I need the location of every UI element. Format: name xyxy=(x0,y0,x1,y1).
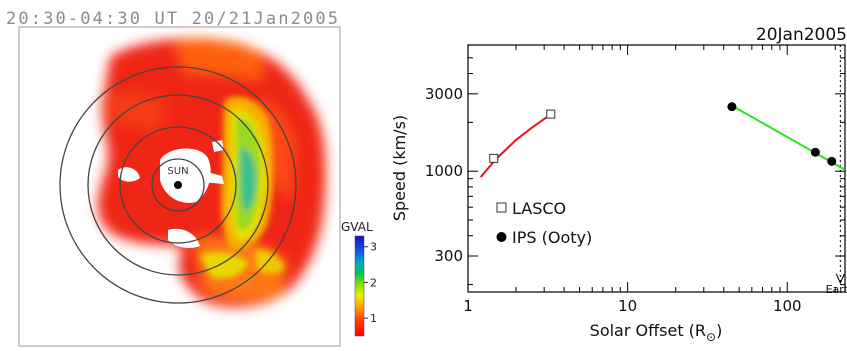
sun-label: SUN xyxy=(167,166,188,177)
fit-line-1 xyxy=(729,103,846,171)
x-axis-label: Solar Offset (R⊙) xyxy=(590,321,723,344)
y-tick-label: 3000 xyxy=(425,85,463,103)
y-tick-label: 1000 xyxy=(425,162,463,180)
y-axis-label: Speed (km/s) xyxy=(390,115,409,221)
earth-label: Earth xyxy=(826,283,847,296)
chart-marks: Earth LASCO IPS (Ooty) xyxy=(479,45,847,296)
colorbar-tick-label: 3 xyxy=(370,241,377,254)
chart-axes: 1 10 100 300 1000 3000 xyxy=(425,44,845,315)
legend-label: IPS (Ooty) xyxy=(512,228,592,247)
data-point-square xyxy=(546,109,556,119)
data-point-circle xyxy=(827,156,837,166)
legend-label: LASCO xyxy=(512,199,566,218)
y-tick-label: 300 xyxy=(434,247,463,265)
legend-symbol-square xyxy=(496,202,507,213)
x-axis-label-close: ) xyxy=(716,321,722,340)
fit-line-0 xyxy=(479,111,555,178)
colorbar-tick-label: 1 xyxy=(370,312,377,325)
colorbar-ticks: 1 2 3 xyxy=(364,241,377,325)
chart-frame xyxy=(467,44,846,293)
earth-arrow xyxy=(835,273,845,285)
data-point-circle xyxy=(727,102,737,112)
x-tick-label: 10 xyxy=(618,297,637,315)
x-axis-label-sub: ⊙ xyxy=(706,330,716,344)
map-title: 20:30-04:30 UT 20/21Jan2005 xyxy=(6,9,338,29)
x-tick-label: 100 xyxy=(773,297,802,315)
legend: LASCO IPS (Ooty) xyxy=(496,199,592,247)
colorbar-label: GVAL xyxy=(341,220,373,234)
ips-map: SUN xyxy=(59,38,326,308)
legend-symbol-circle xyxy=(496,232,507,242)
chart-title: 20Jan2005 xyxy=(756,25,847,45)
colorbar xyxy=(354,235,365,337)
data-point-circle xyxy=(810,147,820,157)
data-point-square xyxy=(489,153,499,163)
sun-marker xyxy=(174,181,182,189)
colorbar-tick-label: 2 xyxy=(370,276,377,289)
x-tick-label: 1 xyxy=(463,297,473,315)
